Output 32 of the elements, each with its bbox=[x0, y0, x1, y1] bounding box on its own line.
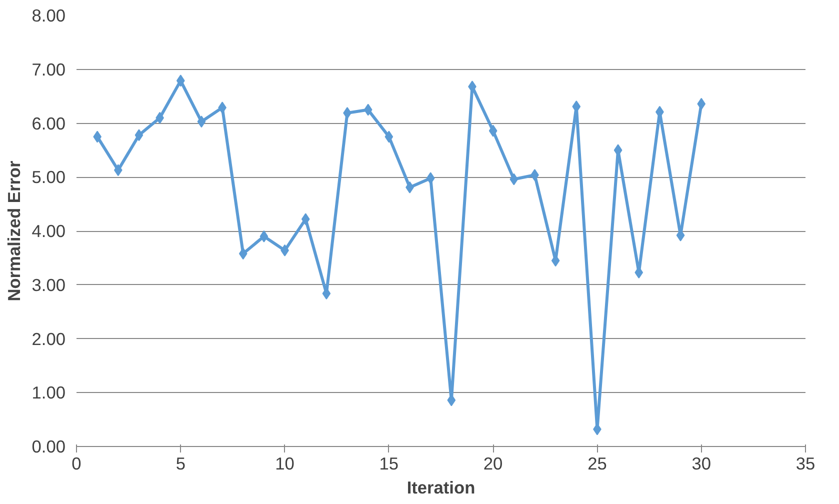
point bbox=[488, 124, 498, 137]
x-axis-title: Iteration bbox=[406, 478, 476, 498]
x-tick-label: 10 bbox=[275, 454, 294, 474]
y-tick-label: 1.00 bbox=[32, 382, 66, 403]
point bbox=[697, 98, 706, 110]
y-axis-title: Normalized Error bbox=[4, 160, 24, 302]
point bbox=[510, 173, 518, 186]
point bbox=[426, 172, 435, 184]
x-tick-label: 30 bbox=[692, 454, 711, 474]
point bbox=[176, 74, 185, 87]
y-tick-label: 7.00 bbox=[32, 59, 66, 80]
y-tick-label: 3.00 bbox=[32, 274, 66, 295]
y-tick-label: 2.00 bbox=[32, 328, 66, 349]
point bbox=[197, 116, 206, 128]
point bbox=[384, 130, 394, 143]
point bbox=[364, 104, 372, 116]
point bbox=[238, 248, 248, 260]
y-tick-label: 4.00 bbox=[32, 221, 66, 241]
x-tick-label: 15 bbox=[379, 454, 399, 474]
point bbox=[114, 164, 122, 176]
point bbox=[301, 213, 310, 226]
point bbox=[260, 230, 268, 242]
point bbox=[134, 129, 144, 142]
x-tick-label: 0 bbox=[72, 454, 82, 474]
x-tick-label: 25 bbox=[588, 454, 607, 474]
x-tick-label: 35 bbox=[796, 454, 816, 474]
y-tick-label: 6.00 bbox=[32, 113, 66, 134]
y-tick-label: 0.00 bbox=[32, 436, 66, 456]
y-tick-label: 8.00 bbox=[32, 6, 66, 26]
y-tick-label: 5.00 bbox=[32, 167, 66, 188]
x-tick-label: 5 bbox=[176, 454, 186, 474]
x-tick-label: 20 bbox=[483, 454, 503, 474]
